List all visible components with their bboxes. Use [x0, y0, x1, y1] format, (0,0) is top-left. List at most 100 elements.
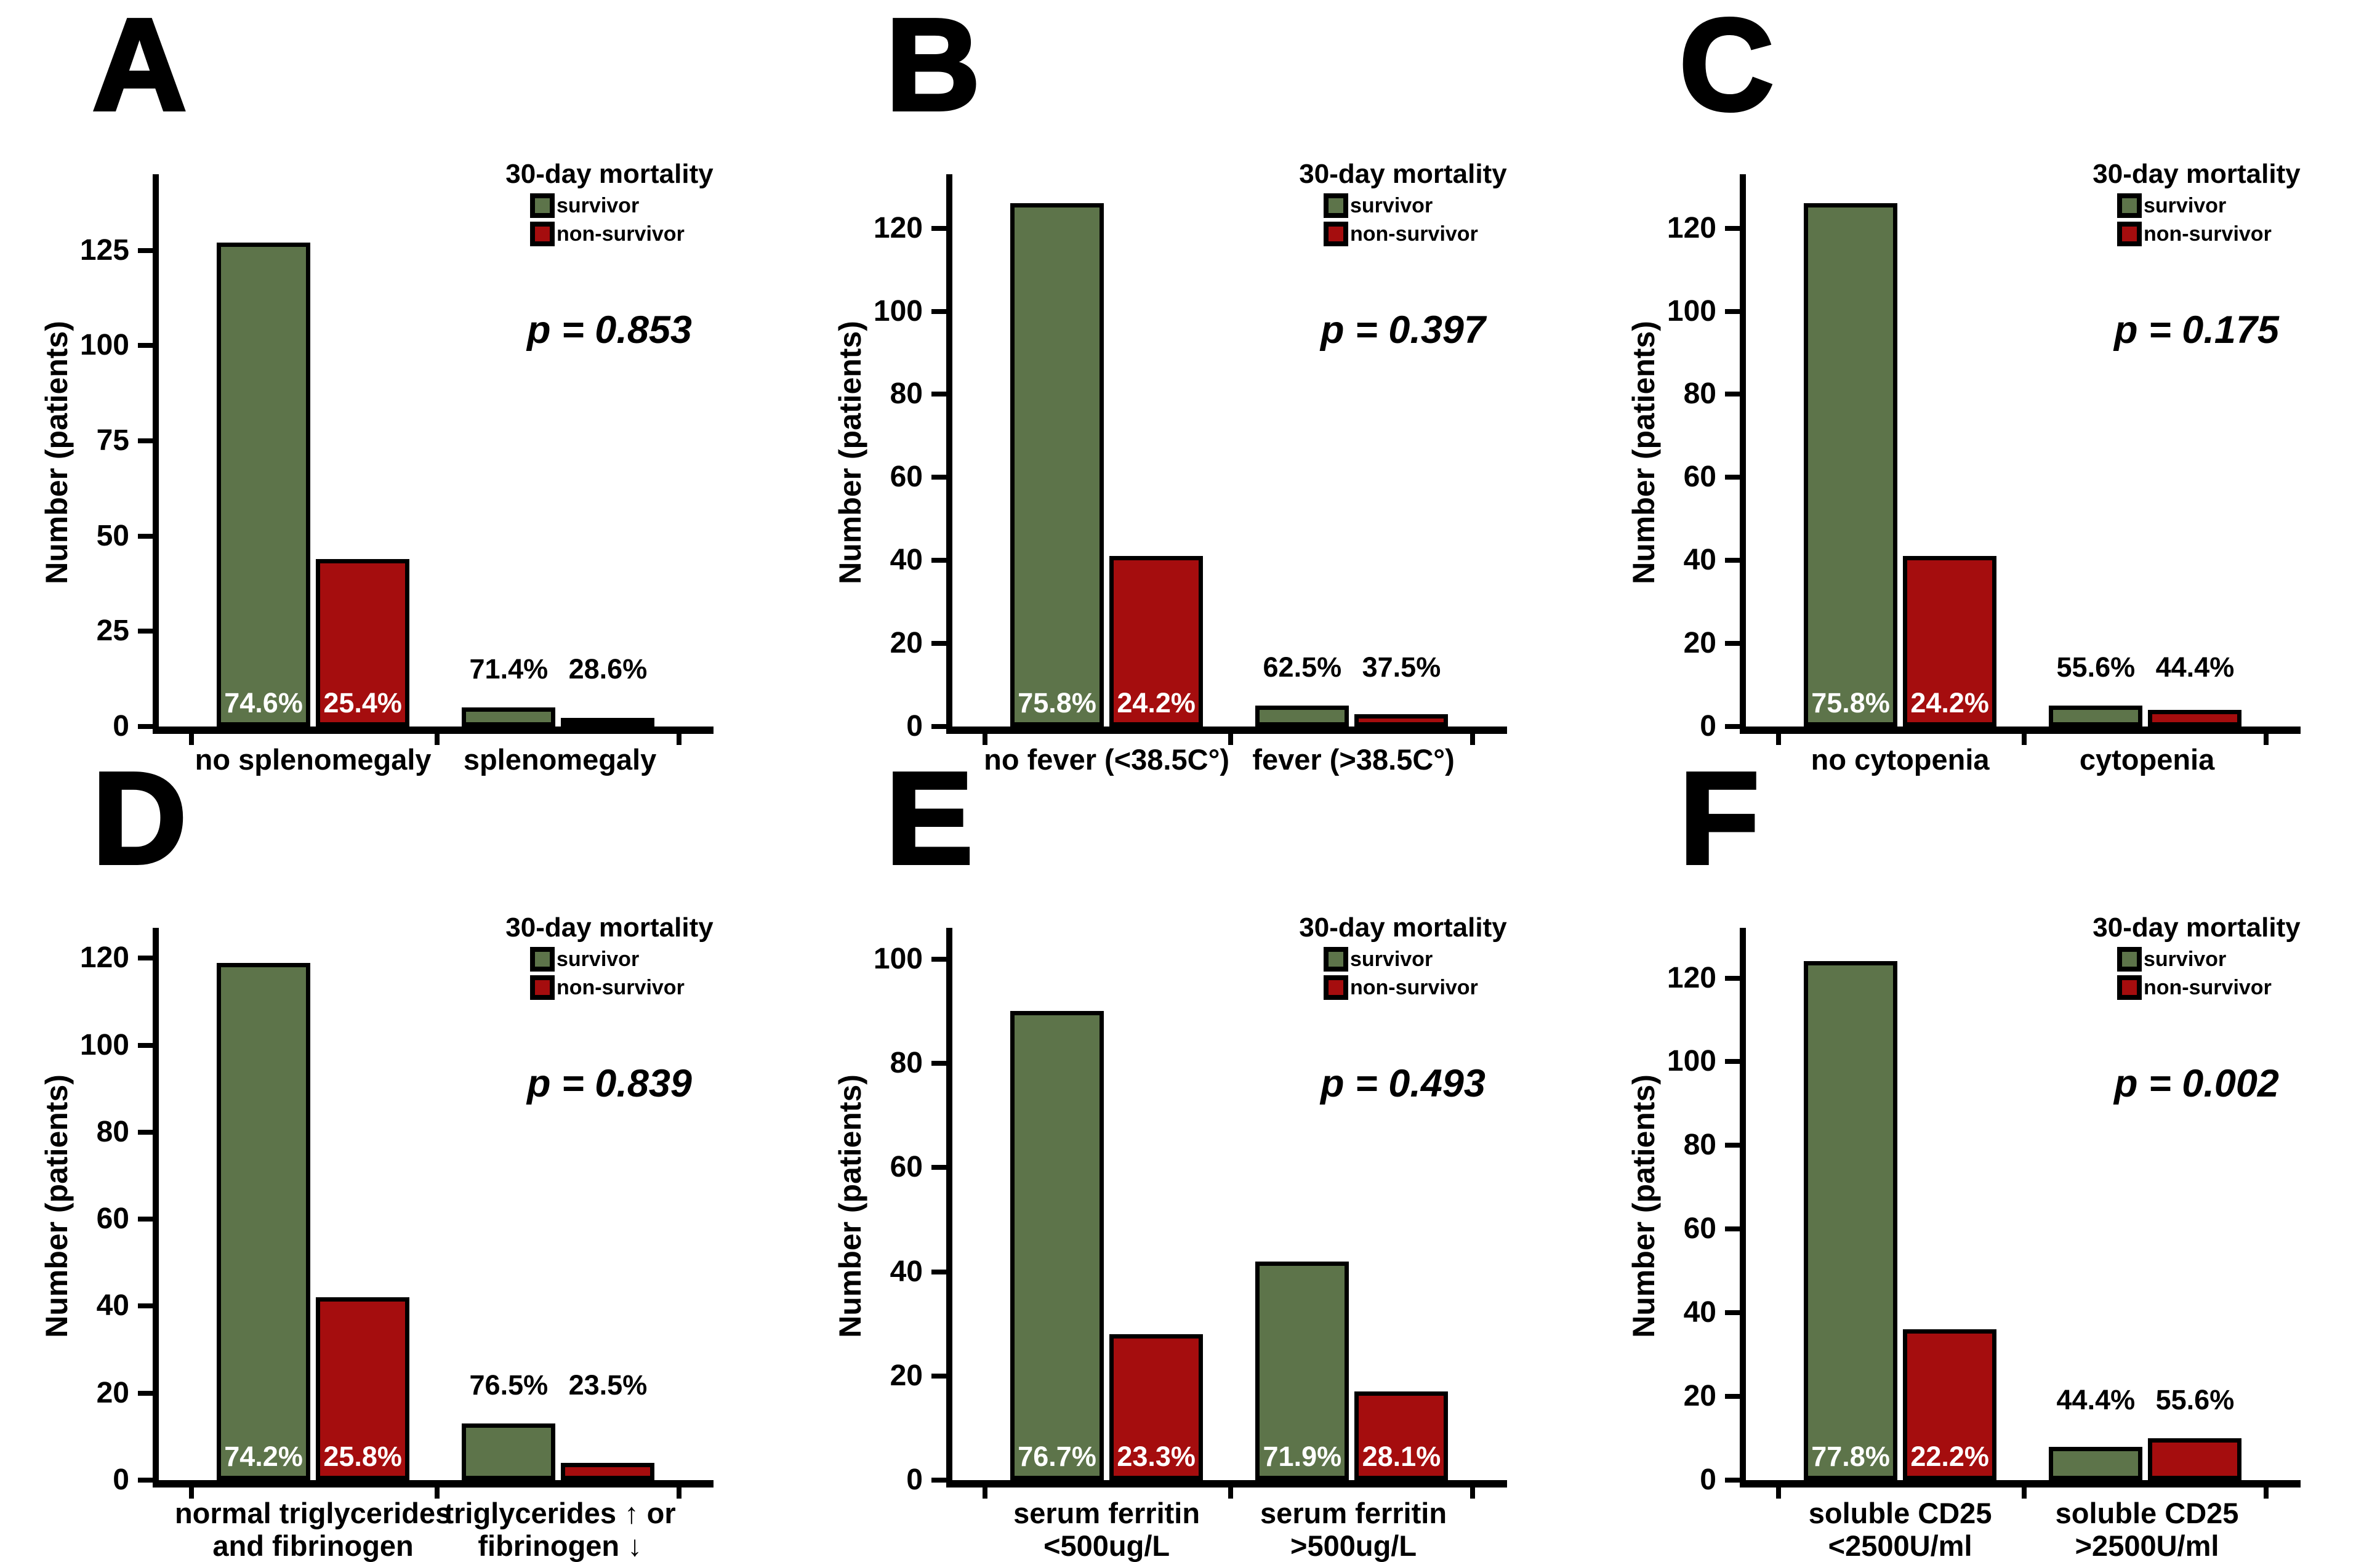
x-axis-line	[946, 727, 1507, 734]
y-tick-label: 40	[890, 544, 923, 577]
x-axis-line	[1740, 727, 2301, 734]
panel-letter: C	[1678, 0, 1775, 138]
legend-label: non-survivor	[1350, 222, 1478, 246]
pct-label: 75.8%	[1811, 687, 1890, 719]
x-tick-mark	[1776, 1488, 1782, 1499]
y-tick-label: 120	[1666, 961, 1716, 994]
bar-non-survivor	[1354, 714, 1449, 727]
pct-label: 25.8%	[323, 1441, 402, 1472]
legend-label: non-survivor	[557, 976, 685, 999]
y-tick-mark	[931, 392, 946, 397]
y-tick-mark	[1725, 475, 1740, 480]
panel-a: A Number (patients) 0 25 50 75 100 125 74.6% 25.4…	[0, 0, 794, 776]
legend-title: 30-day mortality	[505, 912, 714, 943]
legend: 30-day mortality survivor non-survivor	[1283, 159, 1523, 246]
pct-label: 22.2%	[1910, 1441, 1989, 1472]
legend-label: survivor	[1350, 948, 1433, 971]
bar-non-survivor	[316, 1297, 410, 1480]
pct-label: 28.1%	[1362, 1441, 1441, 1472]
y-tick-mark	[138, 1390, 153, 1396]
y-tick-label: 80	[890, 377, 923, 411]
bar-survivor	[2049, 706, 2143, 727]
bar-survivor	[1803, 203, 1898, 727]
x-tick-mark	[1470, 734, 1476, 745]
y-tick-mark	[1725, 724, 1740, 729]
y-tick-label: 120	[1666, 211, 1716, 244]
bar-non-survivor	[1903, 1329, 1997, 1480]
bar-non-survivor	[561, 718, 655, 727]
y-axis-label: Number (patients)	[833, 1074, 867, 1338]
legend-title: 30-day mortality	[1299, 912, 1507, 943]
y-tick-mark	[138, 1217, 153, 1222]
bar-non-survivor	[2148, 710, 2242, 727]
bar-survivor	[216, 243, 311, 727]
x-tick-mark	[189, 1488, 195, 1499]
y-tick-label: 20	[96, 1376, 129, 1409]
x-tick-mark	[2021, 734, 2027, 745]
y-axis-label: Number (patients)	[833, 321, 867, 584]
y-tick-label: 125	[79, 233, 129, 267]
y-tick-mark	[931, 1061, 946, 1066]
x-tick-mark	[1228, 1488, 1233, 1499]
pct-label: 71.9%	[1263, 1441, 1342, 1472]
p-value-label: p = 0.839	[527, 1062, 692, 1105]
x-category-label: fever (>38.5C°)	[1252, 743, 1455, 776]
legend-swatch-non-survivor	[2117, 975, 2142, 1000]
pct-label: 23.3%	[1117, 1441, 1196, 1472]
x-axis-line	[153, 1480, 714, 1488]
pct-label: 55.6%	[2155, 1384, 2235, 1416]
y-tick-label: 25	[96, 614, 129, 648]
x-tick-mark	[983, 734, 988, 745]
legend-swatch-non-survivor	[1324, 222, 1348, 246]
pct-label: 55.6%	[2056, 651, 2136, 683]
pct-label: 37.5%	[1362, 651, 1441, 683]
y-tick-mark	[1725, 1394, 1740, 1399]
y-tick-label: 20	[890, 1359, 923, 1392]
p-value-label: p = 0.853	[527, 308, 692, 352]
x-category-label: cytopenia	[2079, 743, 2215, 776]
pct-label: 76.5%	[469, 1369, 549, 1401]
y-tick-label: 80	[1683, 1129, 1716, 1162]
legend-item-non-survivor: non-survivor	[1324, 975, 1523, 1000]
pct-label: 76.7%	[1018, 1441, 1096, 1472]
bar-survivor	[1255, 706, 1349, 727]
y-tick-mark	[138, 956, 153, 961]
y-tick-mark	[931, 475, 946, 480]
y-tick-label: 60	[1683, 461, 1716, 494]
legend-label: non-survivor	[1350, 976, 1478, 999]
x-tick-mark	[434, 1488, 440, 1499]
panel-c: C Number (patients) 0 20 40 60 80 100 120 75.8% 24…	[1587, 0, 2380, 776]
pct-label: 23.5%	[568, 1369, 648, 1401]
legend-swatch-survivor	[2117, 193, 2142, 218]
y-tick-label: 40	[890, 1255, 923, 1288]
y-tick-label: 100	[873, 942, 923, 975]
legend-item-non-survivor: non-survivor	[530, 222, 730, 246]
y-tick-label: 60	[890, 461, 923, 494]
panel-letter: F	[1678, 744, 1761, 892]
y-tick-label: 20	[890, 627, 923, 660]
p-value-label: p = 0.493	[1321, 1062, 1485, 1105]
y-tick-label: 60	[1683, 1212, 1716, 1246]
plot-area: 0 20 40 60 80 100 76.7% 23.3% serum ferritin <50…	[874, 928, 1507, 1562]
legend: 30-day mortality survivor non-survivor	[2076, 912, 2317, 1000]
y-axis-line	[946, 174, 952, 734]
y-tick-mark	[138, 533, 153, 539]
legend-label: survivor	[2144, 948, 2227, 971]
pct-label: 74.6%	[224, 687, 303, 719]
legend-swatch-survivor	[1324, 947, 1348, 972]
plot-area: 0 20 40 60 80 100 120 77.8% 22.2% soluble CD25 <2…	[1667, 928, 2301, 1562]
y-axis-line	[946, 928, 952, 1488]
x-category-label: no fever (<38.5C°)	[984, 743, 1230, 776]
y-tick-mark	[931, 724, 946, 729]
y-tick-label: 40	[96, 1289, 129, 1322]
bar-non-survivor	[1109, 1334, 1204, 1480]
bar-non-survivor	[1109, 556, 1204, 727]
y-tick-label: 100	[79, 1028, 129, 1061]
panel-d: D Number (patients) 0 20 40 60 80 100 120 74.2% 25…	[0, 744, 794, 1562]
p-value-label: p = 0.397	[1321, 308, 1485, 352]
y-tick-mark	[1725, 225, 1740, 231]
legend-swatch-survivor	[2117, 947, 2142, 972]
legend-swatch-non-survivor	[1324, 975, 1348, 1000]
bar-survivor	[2049, 1446, 2143, 1480]
x-axis-line	[153, 727, 714, 734]
